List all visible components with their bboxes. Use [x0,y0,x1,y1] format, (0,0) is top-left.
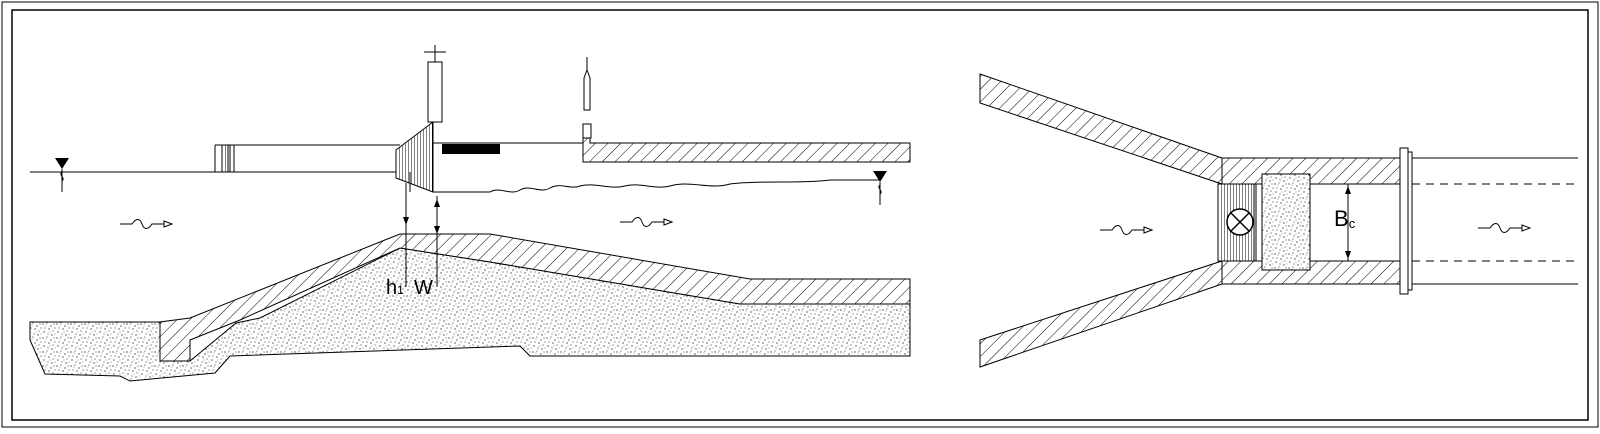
upper-throat-wall [1221,157,1401,185]
downstream-deck [582,129,911,163]
measurement-block [1261,173,1311,271]
walkway-beam [442,144,500,154]
deck-post [221,144,229,173]
label-bc: Bc [1334,206,1356,231]
flange-rim [1407,151,1413,291]
label-w: W [414,277,433,299]
weir-concrete-profile [159,233,911,362]
water-level-marker-icon [872,170,888,206]
dim-w-arrow-top [434,199,440,207]
longitudinal-section: h1 W [29,45,911,382]
dim-bc-arrow-top [1345,186,1351,194]
dim-bc-arrow-bottom [1345,251,1351,259]
post [582,123,592,139]
upper-wing-wall [979,73,1223,185]
lower-wing-wall [979,260,1223,368]
water-level-marker-icon [54,157,70,193]
deck-post-2 [229,144,235,173]
dim-w-arrow-bottom [434,226,440,234]
gate-leaf [395,120,434,193]
flow-arrow-icon [1099,225,1153,235]
flow-arrow-icon [119,219,173,229]
flow-arrow-icon [1477,223,1531,233]
downstream-water-surface [433,179,880,193]
flow-arrow-icon [619,217,673,227]
gate-valve-icon [1226,208,1254,236]
downstream-pole [583,68,591,111]
dim-h1-arrow [403,217,409,225]
flange-plate [1399,147,1409,295]
foundation-soil [29,247,911,382]
inner-border [11,9,1589,421]
label-h1: h1 [386,277,404,299]
plan-view: Bc [979,73,1578,368]
gate-hoist [427,61,443,123]
lower-throat-wall [1221,260,1401,285]
